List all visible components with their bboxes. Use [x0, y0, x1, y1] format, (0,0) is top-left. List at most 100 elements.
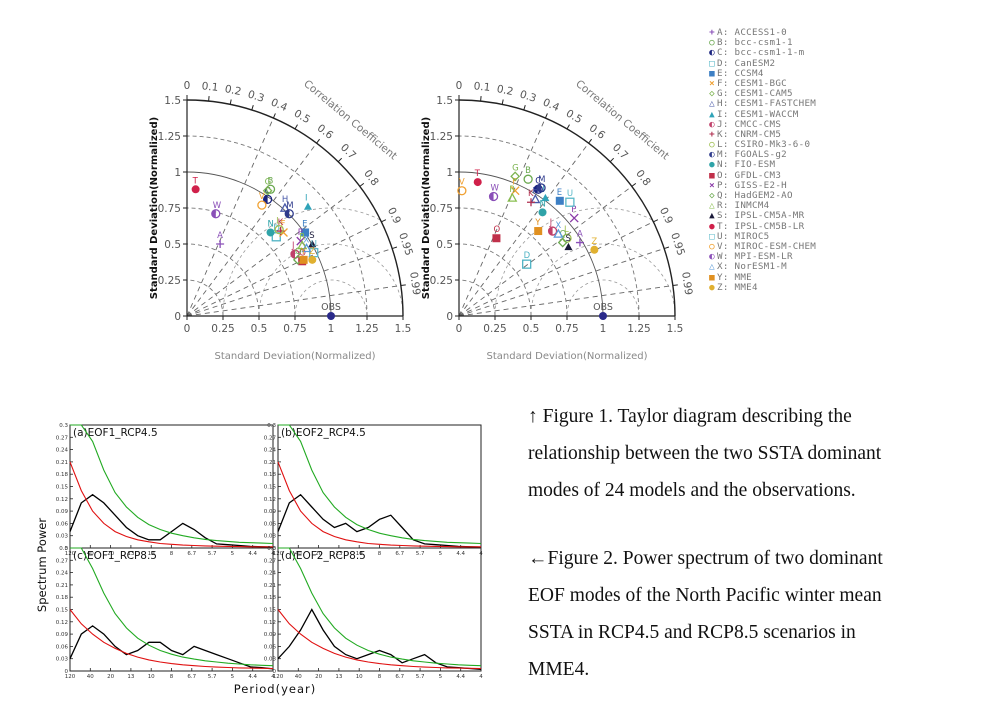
y-tick-label: 0.03 — [264, 657, 277, 663]
y-tick-label: 0.06 — [264, 644, 277, 650]
corr-tick — [501, 99, 504, 105]
y-tick-label: 0.15 — [56, 485, 69, 491]
corr-tick — [359, 182, 365, 187]
x-tick-label: 40 — [87, 551, 94, 557]
y-tick-label: 0.12 — [56, 620, 68, 626]
legend-marker: ○ — [709, 240, 715, 252]
figure1-caption: ↑ Figure 1. Taylor diagram describing th… — [528, 398, 881, 509]
y-tick-label: 1.25 — [430, 131, 453, 143]
outer-arc — [458, 99, 676, 317]
y-tick-label: 0.09 — [264, 632, 277, 638]
obs-label: OBS — [593, 302, 613, 313]
stddev-arc — [458, 171, 604, 317]
x-tick-label: 6.7 — [395, 674, 404, 680]
outer-arc — [186, 99, 404, 317]
spectrum-x-title: Period(year) — [234, 682, 317, 696]
caption2-line: SSTA in RCP4.5 and RCP8.5 scenarios in — [528, 622, 856, 643]
point-label: D — [524, 251, 531, 261]
corr-tick-label: 0.4 — [269, 96, 289, 114]
point-marker — [555, 196, 564, 205]
point-label: K — [528, 189, 534, 199]
corr-tick-label: 0.4 — [541, 96, 561, 114]
spectrum-line — [277, 609, 482, 670]
spectrum-line — [69, 461, 273, 548]
legend-label: Z: MME4 — [717, 281, 758, 293]
y-tick-label: 0 — [174, 311, 181, 323]
point-label: S — [565, 234, 570, 244]
point-label: I — [542, 185, 545, 195]
legend-marker: ◐ — [709, 149, 715, 161]
corr-tick — [208, 96, 210, 102]
spectrum-line — [70, 424, 274, 545]
legend-label: H: CESM1-FASTCHEM — [717, 98, 817, 110]
y-tick-label: 0.12 — [264, 620, 276, 626]
rms-arc — [494, 207, 653, 317]
point-marker — [541, 193, 550, 202]
point-label: Y — [300, 247, 307, 257]
y-tick-label: 0.27 — [264, 435, 277, 441]
point-label: C — [265, 186, 271, 196]
caption2-line: EOF modes of the North Pacific winter me… — [528, 585, 882, 606]
point-marker — [301, 242, 312, 253]
legend-label: I: CESM1-WACCM — [717, 108, 799, 120]
point-marker — [522, 259, 532, 269]
obs-point — [599, 312, 607, 320]
x-tick-label: 0.75 — [555, 323, 578, 335]
correlation-ray — [458, 285, 673, 317]
point-label: N — [540, 199, 546, 209]
y-tick-label: 0.18 — [264, 472, 277, 478]
point-marker-half — [285, 209, 290, 218]
point-label: M — [286, 201, 293, 211]
legend-entry: + K: CNRM-CM5 — [707, 129, 832, 140]
panel-frame — [277, 424, 482, 549]
y-tick-label: 0 — [65, 546, 69, 552]
panel-title: (b)EOF2_RCP4.5 — [281, 427, 366, 439]
point-marker — [274, 224, 284, 235]
point-marker-half — [291, 250, 295, 259]
y-tick-label: 0 — [273, 669, 277, 675]
panel-title: (a)EOF1_RCP4.5 — [73, 427, 158, 439]
x-tick-label: 4 — [479, 674, 483, 680]
legend-entry: ■ O: GFDL-CM3 — [707, 170, 832, 181]
point-label: J — [291, 241, 295, 251]
x-tick-label: 0.25 — [483, 323, 506, 335]
legend-entry: ● Z: MME4 — [707, 281, 832, 293]
x-tick-label: 1.5 — [395, 323, 412, 335]
legend-label: U: MIROC5 — [717, 230, 770, 242]
stddev-arc — [186, 279, 224, 317]
caption1-line: modes of 24 models and the observations. — [528, 480, 856, 501]
figure2-caption: ←Figure 2. Power spectrum of two dominan… — [528, 540, 883, 688]
legend-label: B: bcc-csm1-1 — [717, 37, 793, 49]
y-tick-label: 0.27 — [56, 558, 69, 564]
legend-label: N: FIO-ESM — [717, 159, 776, 171]
point-label: Y — [534, 218, 541, 228]
x-tick-label: 13 — [335, 674, 342, 680]
y-tick-label: 0.3 — [59, 546, 68, 552]
corr-tick-label: 0 — [184, 80, 191, 92]
corr-tick — [272, 113, 276, 119]
point-label: F — [512, 178, 517, 188]
point-marker-half — [489, 192, 494, 201]
point-marker — [265, 184, 276, 194]
x-tick-label: 6.7 — [187, 674, 196, 680]
legend-marker: ▲ — [709, 210, 715, 222]
legend-marker: ● — [709, 281, 715, 293]
point-marker — [308, 240, 317, 248]
legend-entry: ◇ Q: HadGEM2-AO — [707, 190, 832, 201]
point-label: Z — [591, 237, 597, 247]
corr-tick — [672, 284, 678, 287]
correlation-ray — [458, 142, 589, 317]
point-label: G — [265, 178, 272, 188]
legend-entry: × P: GISS-E2-H — [707, 180, 832, 191]
legend-label: D: CanESM2 — [717, 57, 776, 69]
legend-marker: ■ — [709, 271, 715, 283]
x-tick-label: 0.25 — [211, 323, 234, 335]
point-marker — [507, 192, 518, 202]
point-label: A — [217, 231, 223, 241]
legend-entry: × F: CESM1-BGC — [707, 78, 832, 89]
x-tick-label: 4 — [271, 674, 275, 680]
x-tick-label: 20 — [315, 674, 322, 680]
corr-tick — [229, 99, 232, 105]
legend-label: E: CCSM4 — [717, 67, 764, 79]
legend-marker: ◐ — [709, 118, 715, 130]
